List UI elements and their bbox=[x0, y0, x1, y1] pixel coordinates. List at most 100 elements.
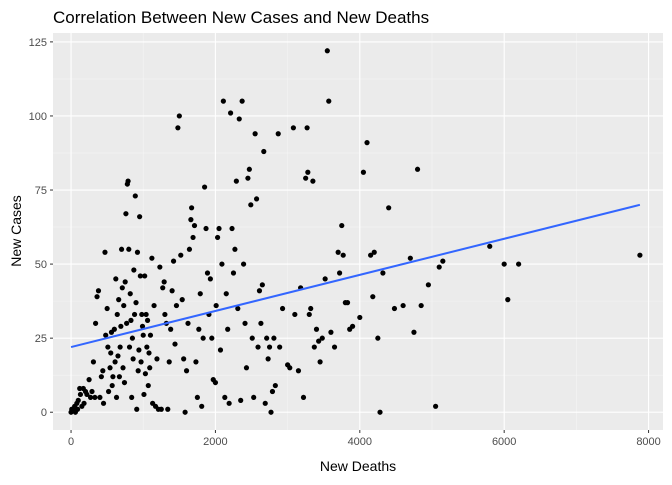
data-point bbox=[124, 320, 130, 326]
data-point bbox=[95, 288, 102, 294]
data-point bbox=[357, 314, 363, 321]
data-point bbox=[331, 344, 338, 350]
trend-line bbox=[70, 203, 641, 349]
y-tick-label: 100 bbox=[29, 111, 47, 123]
data-point bbox=[172, 341, 178, 347]
data-point bbox=[176, 113, 182, 119]
data-point bbox=[100, 368, 106, 374]
data-point bbox=[375, 335, 381, 341]
data-point bbox=[199, 403, 205, 409]
data-point bbox=[132, 193, 138, 199]
data-point bbox=[170, 258, 177, 264]
data-point bbox=[261, 148, 267, 155]
data-point bbox=[308, 305, 314, 312]
data-point bbox=[371, 249, 377, 255]
data-point bbox=[339, 222, 345, 229]
data-point bbox=[232, 246, 238, 252]
data-point bbox=[290, 125, 296, 131]
data-point bbox=[200, 335, 206, 341]
data-point bbox=[386, 205, 392, 211]
data-point bbox=[229, 225, 235, 232]
data-point bbox=[122, 279, 128, 285]
data-point bbox=[317, 359, 323, 365]
data-point bbox=[139, 311, 145, 318]
y-axis-title: New Cases bbox=[8, 195, 24, 267]
data-point bbox=[226, 400, 232, 406]
data-point bbox=[190, 234, 196, 241]
grid-lines bbox=[53, 33, 663, 430]
data-point bbox=[223, 291, 229, 297]
data-point bbox=[129, 335, 136, 341]
data-point bbox=[391, 305, 398, 312]
data-point bbox=[414, 166, 421, 172]
data-point bbox=[100, 400, 107, 406]
data-point bbox=[487, 243, 493, 249]
chart-title: Correlation Between New Cases and New De… bbox=[53, 8, 429, 27]
data-point bbox=[160, 285, 166, 291]
data-point bbox=[139, 323, 146, 329]
data-point bbox=[116, 374, 123, 380]
data-point bbox=[380, 270, 386, 276]
data-point bbox=[227, 110, 234, 116]
y-tick-label: 75 bbox=[35, 185, 47, 197]
data-point bbox=[147, 332, 154, 338]
data-point bbox=[201, 184, 208, 190]
data-point bbox=[142, 371, 149, 377]
data-point bbox=[142, 273, 148, 279]
data-point bbox=[364, 140, 370, 146]
data-point bbox=[328, 329, 334, 335]
data-point bbox=[81, 400, 87, 406]
data-point bbox=[126, 246, 132, 252]
data-point bbox=[111, 326, 117, 332]
x-tick-label: 0 bbox=[68, 436, 74, 448]
data-point bbox=[120, 365, 126, 371]
data-point bbox=[135, 368, 141, 374]
data-point bbox=[212, 379, 219, 386]
data-point bbox=[117, 344, 123, 350]
data-point bbox=[186, 246, 193, 252]
data-point bbox=[400, 302, 406, 309]
data-point bbox=[269, 388, 276, 395]
data-point bbox=[303, 175, 309, 181]
data-point bbox=[131, 267, 137, 273]
data-point bbox=[248, 202, 254, 208]
data-point bbox=[144, 344, 150, 350]
data-point bbox=[239, 98, 245, 104]
data-point bbox=[149, 255, 155, 261]
data-point bbox=[425, 282, 431, 288]
data-point bbox=[213, 302, 219, 309]
data-point bbox=[196, 326, 202, 332]
data-point bbox=[175, 125, 181, 131]
y-tick-label: 0 bbox=[41, 407, 47, 419]
data-point bbox=[145, 382, 151, 389]
data-point bbox=[188, 217, 194, 223]
data-point bbox=[97, 394, 103, 401]
data-point bbox=[114, 311, 120, 318]
data-point bbox=[123, 211, 129, 217]
data-point bbox=[436, 264, 442, 270]
data-point bbox=[440, 258, 446, 264]
data-point bbox=[130, 356, 136, 362]
data-point bbox=[137, 214, 143, 220]
data-point bbox=[154, 356, 160, 362]
data-point bbox=[84, 391, 90, 398]
data-point bbox=[242, 320, 248, 326]
data-point bbox=[137, 273, 143, 279]
data-point bbox=[275, 131, 281, 137]
trend-line-layer bbox=[70, 203, 641, 349]
data-point bbox=[74, 406, 81, 412]
data-point bbox=[94, 294, 100, 300]
data-point bbox=[238, 397, 244, 403]
data-point bbox=[147, 365, 153, 371]
data-point bbox=[258, 320, 264, 326]
data-point bbox=[134, 406, 140, 412]
data-point bbox=[112, 359, 118, 365]
y-tick-label: 50 bbox=[35, 259, 47, 271]
x-tick-label: 6000 bbox=[492, 436, 516, 448]
data-point bbox=[87, 394, 94, 401]
data-point bbox=[516, 261, 522, 267]
data-point bbox=[77, 385, 83, 392]
data-point bbox=[143, 311, 149, 318]
data-point bbox=[252, 131, 258, 137]
